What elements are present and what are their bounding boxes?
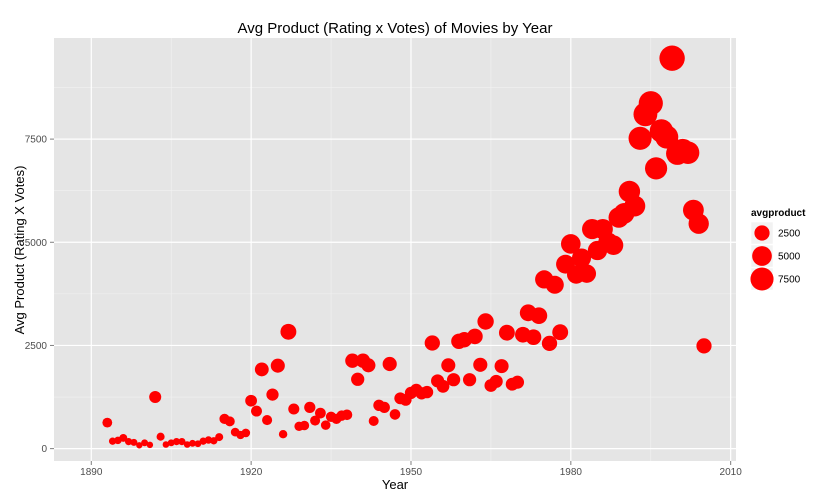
chart-title: Avg Product (Rating x Votes) of Movies b…: [238, 20, 553, 37]
data-point: [389, 409, 401, 420]
data-point: [183, 441, 191, 448]
data-point: [172, 437, 181, 446]
data-point: [489, 374, 503, 388]
data-point: [130, 438, 138, 446]
data-point: [577, 264, 597, 283]
data-point: [477, 313, 494, 330]
x-axis-title: Year: [382, 477, 409, 492]
data-point: [382, 356, 397, 372]
plot-panel: [54, 38, 736, 461]
data-point: [345, 353, 360, 368]
legend-label: 7500: [778, 275, 801, 286]
data-point: [304, 401, 316, 414]
data-point: [262, 415, 273, 426]
legend-swatch: [754, 225, 770, 241]
data-point: [215, 433, 224, 442]
data-point: [124, 437, 133, 446]
data-point: [351, 372, 365, 386]
data-point: [696, 338, 712, 354]
data-point: [659, 45, 685, 71]
data-point: [645, 157, 668, 180]
data-point: [341, 409, 353, 421]
x-tick-label: 1920: [240, 467, 263, 478]
y-tick-label: 5000: [25, 238, 48, 249]
data-point: [136, 442, 143, 449]
data-point: [441, 358, 456, 373]
data-point: [245, 394, 257, 407]
data-point: [102, 417, 113, 428]
data-point: [189, 439, 196, 447]
data-point: [655, 125, 679, 149]
data-point: [628, 126, 652, 150]
data-point: [320, 420, 331, 430]
data-point: [156, 432, 165, 441]
data-point: [473, 357, 488, 372]
y-tick-label: 2500: [25, 341, 48, 352]
data-point: [361, 358, 376, 373]
x-tick-label: 1890: [80, 467, 103, 478]
legend-swatch: [752, 246, 772, 266]
data-point: [178, 437, 186, 446]
x-tick-label: 1950: [400, 467, 423, 478]
data-point: [498, 324, 515, 341]
y-axis-ticks: 0 2500 5000 7500: [25, 135, 54, 455]
data-point: [278, 429, 288, 439]
y-tick-label: 7500: [25, 135, 48, 146]
data-point: [436, 379, 450, 393]
data-point: [270, 358, 285, 373]
data-point: [162, 441, 170, 448]
data-point: [224, 416, 235, 427]
data-point: [149, 390, 162, 404]
data-points: [102, 45, 712, 449]
data-point: [119, 433, 128, 442]
data-point: [638, 91, 663, 116]
data-point: [251, 405, 262, 417]
data-point: [545, 275, 564, 294]
data-point: [254, 362, 269, 377]
legend-label: 2500: [778, 229, 801, 240]
legend-swatch: [750, 267, 774, 291]
data-point: [315, 407, 326, 419]
legend-label: 5000: [778, 252, 801, 263]
data-point: [146, 441, 154, 449]
data-point: [467, 328, 483, 345]
data-point: [368, 416, 379, 426]
data-point: [266, 388, 279, 401]
data-point: [288, 403, 300, 415]
data-point: [676, 141, 700, 165]
data-point: [141, 439, 149, 447]
data-point: [688, 213, 709, 234]
data-point: [494, 359, 509, 374]
data-point: [541, 335, 558, 352]
data-point: [510, 375, 525, 389]
data-point: [603, 235, 624, 255]
data-point: [530, 307, 548, 325]
legend: avgproduct 2500 5000 7500: [750, 208, 806, 291]
x-tick-label: 2010: [720, 467, 743, 478]
data-point: [241, 428, 251, 438]
data-point: [299, 420, 310, 431]
data-point: [280, 323, 297, 340]
data-point: [462, 373, 477, 387]
legend-title: avgproduct: [751, 208, 806, 219]
y-axis-title: Avg Product (Rating X Votes): [12, 166, 27, 335]
data-point: [424, 335, 440, 351]
data-point: [552, 324, 569, 341]
data-point: [378, 401, 390, 414]
data-point: [310, 415, 321, 426]
data-point: [560, 234, 581, 254]
y-tick-label: 0: [41, 444, 47, 455]
data-point: [525, 329, 542, 346]
data-point: [624, 195, 646, 217]
data-point: [194, 440, 202, 448]
x-tick-label: 1980: [560, 467, 583, 478]
x-axis-ticks: 1890 1920 1950 1980 2010: [80, 461, 742, 478]
data-point: [446, 373, 461, 387]
data-point: [571, 248, 592, 268]
data-point: [420, 385, 434, 399]
